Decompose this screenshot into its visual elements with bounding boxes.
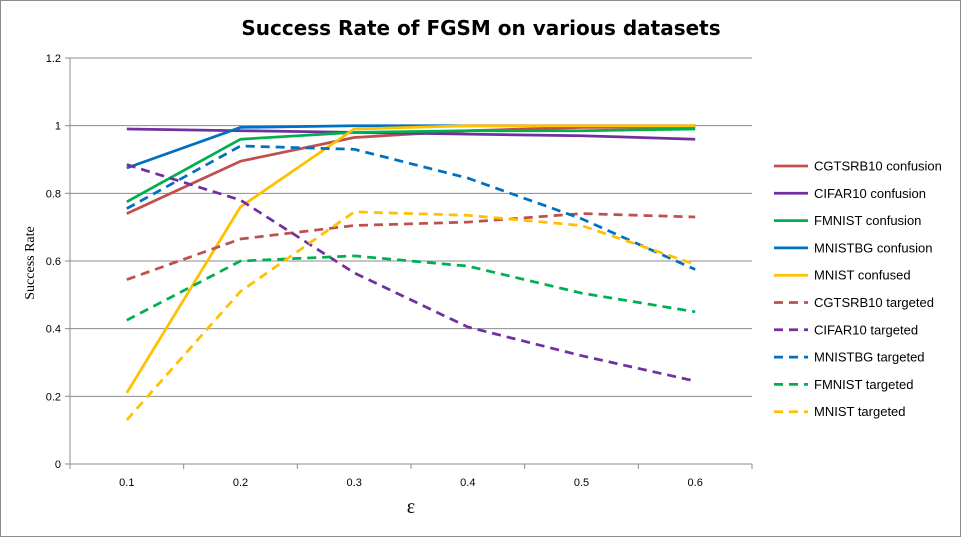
x-axis-label: ε: [407, 496, 415, 518]
series-lines: [125, 124, 696, 421]
series-line-fmnist-targeted: [126, 254, 696, 322]
legend-label: MNIST targeted: [814, 404, 906, 419]
legend-label: MNISTBG targeted: [814, 350, 925, 365]
series-line-fmnist-confusion: [126, 127, 696, 204]
legend-label: MNISTBG confusion: [814, 240, 933, 255]
series-line-mnist-targeted: [125, 210, 696, 421]
legend-label: CIFAR10 targeted: [814, 322, 918, 337]
x-tick-label: 0.5: [574, 477, 589, 489]
y-tick-label: 1.2: [46, 53, 61, 65]
series-line-cgtsrb10-targeted: [126, 212, 696, 281]
y-tick-label: 0: [55, 459, 61, 471]
x-tick-label: 0.2: [233, 477, 248, 489]
y-axis-label: Success Rate: [23, 226, 38, 299]
y-tick-label: 1: [55, 121, 61, 133]
x-axis-ticks: 0.1 0.2 0.3 0.4 0.5 0.6: [69, 464, 753, 489]
series-line-mnist-confused: [125, 124, 696, 394]
y-axis-ticks: 0 0.2 0.4 0.6 0.8 1 1.2: [46, 53, 70, 471]
y-tick-label: 0.2: [46, 391, 61, 403]
y-tick-label: 0.6: [46, 256, 61, 268]
series-line-mnistbg-targeted: [126, 144, 696, 271]
legend-label: FMNIST confusion: [814, 213, 921, 228]
legend-label: CGTSRB10 targeted: [814, 295, 934, 310]
series-line-cifar10-targeted: [126, 163, 696, 383]
legend-label: CGTSRB10 confusion: [814, 159, 942, 174]
chart-title: Success Rate of FGSM on various datasets: [241, 16, 720, 40]
x-tick-label: 0.3: [347, 477, 362, 489]
x-tick-label: 0.4: [460, 477, 475, 489]
legend-label: MNIST confused: [814, 268, 911, 283]
y-tick-label: 0.8: [46, 188, 61, 200]
legend-label: FMNIST targeted: [814, 377, 913, 392]
legend: CGTSRB10 confusion CIFAR10 confusion FMNIS…: [774, 159, 942, 419]
series-line-cifar10-confusion: [126, 127, 696, 141]
y-tick-label: 0.4: [46, 324, 61, 336]
series-line-cgtsrb10-confusion: [126, 126, 696, 215]
x-tick-label: 0.6: [688, 477, 703, 489]
x-tick-label: 0.1: [119, 477, 134, 489]
grid-lines: [70, 57, 752, 397]
legend-label: CIFAR10 confusion: [814, 186, 926, 201]
